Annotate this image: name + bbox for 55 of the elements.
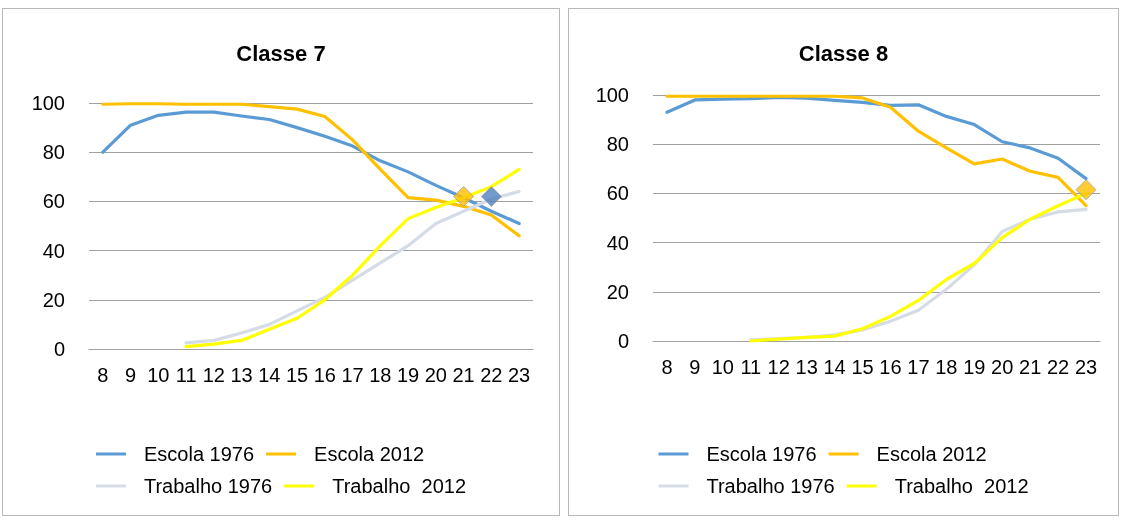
y-tick-label: 60: [606, 182, 629, 205]
legend-label: Escola 2012: [876, 443, 987, 465]
y-tick-label: 100: [595, 84, 629, 106]
x-tick-label: 17: [341, 364, 364, 386]
y-tick-label: 20: [42, 288, 65, 311]
x-tick-label: 23: [1074, 356, 1098, 378]
x-tick-label: 22: [480, 364, 503, 386]
x-tick-label: 20: [991, 356, 1014, 378]
x-tick-label: 19: [963, 356, 986, 378]
x-tick-label: 19: [397, 364, 420, 386]
x-tick-label: 17: [907, 356, 930, 378]
x-tick-label: 16: [879, 356, 902, 378]
y-tick-label: 0: [617, 330, 629, 352]
x-tick-label: 21: [1019, 356, 1042, 378]
y-tick-label: 40: [606, 231, 629, 254]
y-tick-label: 80: [606, 133, 629, 156]
y-tick-label: 20: [606, 280, 629, 303]
legend-label: Escola 1976: [706, 443, 817, 465]
x-tick-label: 12: [202, 364, 225, 386]
y-tick-label: 100: [31, 92, 65, 114]
x-tick-label: 22: [1046, 356, 1070, 378]
legend-label: Trabalho 2012: [894, 475, 1029, 497]
x-tick-label: 14: [823, 356, 846, 378]
x-tick-label: 23: [508, 364, 531, 386]
x-tick-label: 21: [452, 364, 475, 386]
legend-label: Escola 1976: [143, 443, 255, 465]
x-tick-label: 11: [740, 356, 762, 378]
legend-label: Escola 2012: [314, 443, 425, 465]
line-series: [665, 94, 1088, 208]
legend-label: Trabalho 1976: [706, 475, 835, 497]
x-tick-label: 14: [258, 364, 281, 386]
x-tick-label: 11: [175, 364, 197, 386]
x-tick-label: 9: [125, 364, 137, 386]
y-tick-label: 60: [42, 190, 65, 213]
x-tick-label: 18: [369, 364, 392, 386]
x-tick-label: 13: [230, 364, 253, 386]
x-tick-label: 9: [689, 356, 701, 378]
x-tick-label: 15: [851, 356, 874, 378]
x-tick-label: 10: [147, 364, 170, 386]
x-tick-label: 18: [935, 356, 958, 378]
x-tick-label: 15: [286, 364, 309, 386]
x-tick-label: 12: [767, 356, 790, 378]
y-tick-label: 0: [53, 338, 65, 360]
y-tick-label: 80: [42, 141, 65, 164]
x-tick-label: 10: [711, 356, 734, 378]
y-tick-label: 40: [42, 239, 65, 262]
legend-label: Trabalho 2012: [332, 475, 467, 497]
x-tick-label: 20: [424, 364, 447, 386]
x-tick-label: 8: [97, 364, 109, 386]
chart-title: Classe 7: [236, 40, 326, 66]
chart-title: Classe 8: [798, 40, 889, 66]
x-tick-label: 16: [313, 364, 336, 386]
x-tick-label: 8: [661, 356, 673, 378]
legend-label: Trabalho 1976: [143, 475, 273, 497]
x-tick-label: 13: [795, 356, 818, 378]
